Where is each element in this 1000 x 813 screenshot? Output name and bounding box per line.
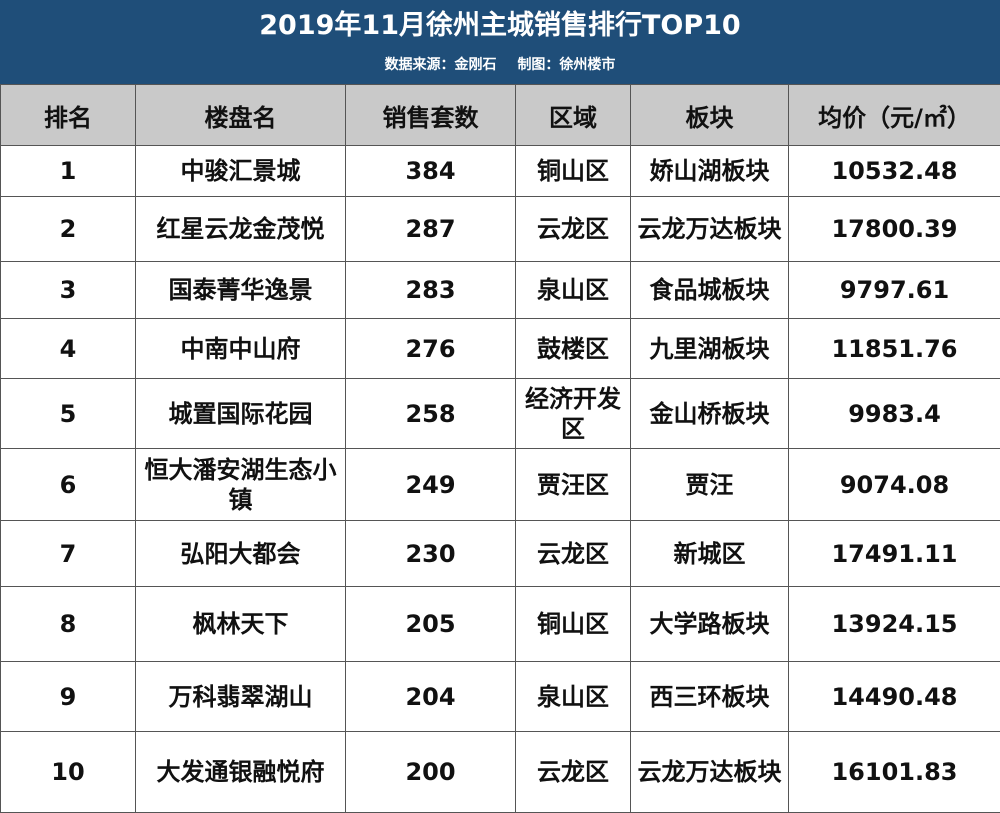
data-source: 数据来源：金刚石 [385, 57, 497, 73]
cell-rank: 10 [1, 732, 136, 813]
cell-sales: 200 [346, 732, 516, 813]
cell-name: 枫林天下 [136, 587, 346, 662]
cell-price: 9074.08 [789, 449, 1000, 521]
cell-block: 云龙万达板块 [631, 732, 789, 813]
cell-rank: 7 [1, 521, 136, 587]
table-header-banner: 2019年11月徐州主城销售排行TOP10 数据来源：金刚石 制图：徐州楼市 [0, 0, 1000, 84]
cell-name: 万科翡翠湖山 [136, 662, 346, 732]
column-header-block: 板块 [631, 85, 789, 146]
cell-price: 13924.15 [789, 587, 1000, 662]
table-header-row: 排名 楼盘名 销售套数 区域 板块 均价（元/㎡） [1, 85, 1000, 146]
cell-district: 铜山区 [516, 587, 631, 662]
ranking-table: 排名 楼盘名 销售套数 区域 板块 均价（元/㎡） 1 中骏汇景城 384 铜山… [0, 84, 1000, 813]
cell-block: 云龙万达板块 [631, 197, 789, 262]
cell-district: 贾汪区 [516, 449, 631, 521]
cell-block: 西三环板块 [631, 662, 789, 732]
table-row: 4 中南中山府 276 鼓楼区 九里湖板块 11851.76 [1, 319, 1000, 379]
cell-sales: 205 [346, 587, 516, 662]
cell-sales: 276 [346, 319, 516, 379]
cell-sales: 230 [346, 521, 516, 587]
cell-district: 泉山区 [516, 262, 631, 319]
table-row: 2 红星云龙金茂悦 287 云龙区 云龙万达板块 17800.39 [1, 197, 1000, 262]
cell-sales: 204 [346, 662, 516, 732]
cell-name: 红星云龙金茂悦 [136, 197, 346, 262]
cell-district: 鼓楼区 [516, 319, 631, 379]
column-header-rank: 排名 [1, 85, 136, 146]
table-row: 9 万科翡翠湖山 204 泉山区 西三环板块 14490.48 [1, 662, 1000, 732]
table-row: 1 中骏汇景城 384 铜山区 娇山湖板块 10532.48 [1, 146, 1000, 197]
column-header-price: 均价（元/㎡） [789, 85, 1000, 146]
cell-sales: 384 [346, 146, 516, 197]
cell-block: 九里湖板块 [631, 319, 789, 379]
chart-maker: 制图：徐州楼市 [517, 57, 615, 73]
cell-district: 云龙区 [516, 732, 631, 813]
table-row: 3 国泰菁华逸景 283 泉山区 食品城板块 9797.61 [1, 262, 1000, 319]
cell-block: 食品城板块 [631, 262, 789, 319]
column-header-district: 区域 [516, 85, 631, 146]
cell-name: 中骏汇景城 [136, 146, 346, 197]
cell-district: 泉山区 [516, 662, 631, 732]
cell-sales: 283 [346, 262, 516, 319]
cell-name: 城置国际花园 [136, 379, 346, 449]
cell-district: 铜山区 [516, 146, 631, 197]
cell-price: 10532.48 [789, 146, 1000, 197]
cell-sales: 258 [346, 379, 516, 449]
table-row: 10 大发通银融悦府 200 云龙区 云龙万达板块 16101.83 [1, 732, 1000, 813]
cell-price: 16101.83 [789, 732, 1000, 813]
column-header-sales: 销售套数 [346, 85, 516, 146]
cell-price: 17800.39 [789, 197, 1000, 262]
cell-rank: 3 [1, 262, 136, 319]
cell-sales: 287 [346, 197, 516, 262]
cell-price: 9983.4 [789, 379, 1000, 449]
table-row: 6 恒大潘安湖生态小镇 249 贾汪区 贾汪 9074.08 [1, 449, 1000, 521]
cell-rank: 2 [1, 197, 136, 262]
table-row: 7 弘阳大都会 230 云龙区 新城区 17491.11 [1, 521, 1000, 587]
cell-name: 国泰菁华逸景 [136, 262, 346, 319]
cell-district: 经济开发区 [516, 379, 631, 449]
cell-block: 娇山湖板块 [631, 146, 789, 197]
cell-sales: 249 [346, 449, 516, 521]
cell-price: 9797.61 [789, 262, 1000, 319]
table-row: 8 枫林天下 205 铜山区 大学路板块 13924.15 [1, 587, 1000, 662]
cell-block: 贾汪 [631, 449, 789, 521]
cell-price: 11851.76 [789, 319, 1000, 379]
cell-rank: 8 [1, 587, 136, 662]
table-row: 5 城置国际花园 258 经济开发区 金山桥板块 9983.4 [1, 379, 1000, 449]
cell-name: 大发通银融悦府 [136, 732, 346, 813]
column-header-name: 楼盘名 [136, 85, 346, 146]
page-title: 2019年11月徐州主城销售排行TOP10 [0, 6, 1000, 46]
cell-name: 恒大潘安湖生态小镇 [136, 449, 346, 521]
cell-name: 弘阳大都会 [136, 521, 346, 587]
cell-rank: 5 [1, 379, 136, 449]
subtitle: 数据来源：金刚石 制图：徐州楼市 [0, 54, 1000, 76]
cell-name: 中南中山府 [136, 319, 346, 379]
cell-price: 14490.48 [789, 662, 1000, 732]
cell-district: 云龙区 [516, 197, 631, 262]
cell-price: 17491.11 [789, 521, 1000, 587]
cell-rank: 1 [1, 146, 136, 197]
cell-block: 新城区 [631, 521, 789, 587]
cell-rank: 9 [1, 662, 136, 732]
cell-rank: 6 [1, 449, 136, 521]
cell-block: 大学路板块 [631, 587, 789, 662]
cell-rank: 4 [1, 319, 136, 379]
cell-district: 云龙区 [516, 521, 631, 587]
cell-block: 金山桥板块 [631, 379, 789, 449]
